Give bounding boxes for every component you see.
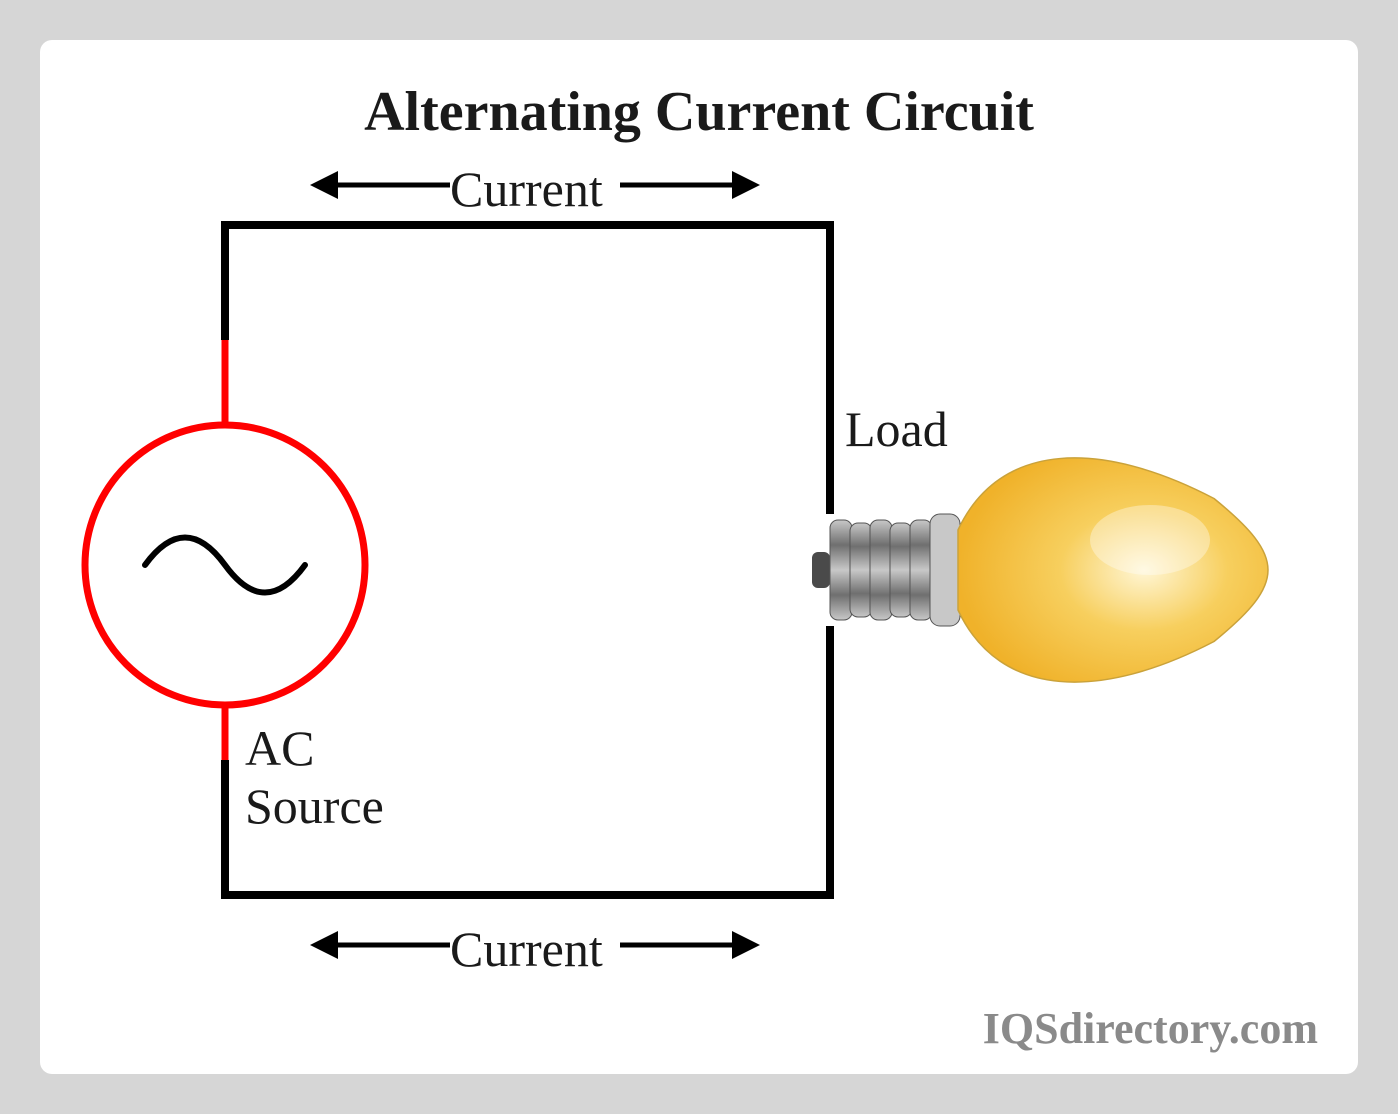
load-label: Load [845,400,948,458]
ac-source-line1: AC [245,720,314,776]
bulb-icon [958,458,1268,682]
ac-source-line2: Source [245,778,384,834]
ac-source-label: AC Source [245,720,384,835]
outer-frame: Alternating Current Circuit Current Curr… [0,0,1398,1114]
current-bottom-label: Current [450,920,603,978]
watermark: IQSdirectory.com [983,1003,1318,1054]
current-top-label: Current [450,160,603,218]
diagram-card: Alternating Current Circuit Current Curr… [40,40,1358,1074]
circuit-svg [40,40,1358,1074]
